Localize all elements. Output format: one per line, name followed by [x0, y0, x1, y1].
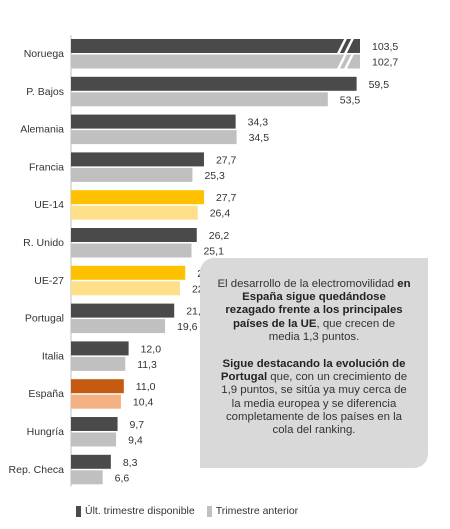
value-label-previous: 25,3 [204, 170, 225, 182]
bar-previous [71, 432, 117, 447]
legend-item-previous: Trimestre anterior [206, 505, 299, 517]
value-label-current: 103,5 [372, 41, 398, 53]
bar-previous [71, 356, 126, 371]
bar-previous [71, 54, 360, 69]
bar-current [71, 39, 360, 53]
category-label: UE-14 [34, 199, 64, 211]
bar-previous [71, 243, 192, 258]
value-label-previous: 11,3 [137, 359, 157, 371]
legend-item-current: Últ. trimestre disponible [76, 505, 195, 517]
value-label-current: 34,3 [248, 117, 269, 129]
legend-label-current: Últ. trimestre disponible [85, 505, 195, 517]
value-label-previous: 26,4 [210, 208, 231, 220]
bar-current [71, 341, 129, 356]
axis-break-mark [336, 37, 348, 55]
category-label: Alemania [20, 124, 64, 136]
value-label-previous: 19,6 [177, 321, 198, 333]
chart-legend: Últ. trimestre disponible Trimestre ante… [76, 503, 310, 519]
category-label: Francia [29, 161, 64, 173]
axis-break-mark [343, 52, 355, 71]
value-label-current: 8,3 [123, 457, 138, 469]
bar-current [71, 379, 124, 394]
value-label-previous: 9,4 [128, 435, 143, 447]
value-label-previous: 53,5 [340, 94, 361, 106]
value-label-previous: 34,5 [249, 132, 270, 144]
category-label: P. Bajos [26, 86, 64, 98]
bar-current [71, 228, 197, 242]
bar-previous [71, 281, 180, 296]
bar-current [71, 190, 204, 205]
commentary-paragraph-1: El desarrollo de la electromovilidad en … [217, 278, 411, 343]
legend-swatch-previous [206, 505, 212, 517]
bar-current [71, 152, 204, 167]
commentary-paragraph-2: Sigue destacando la evolución de Portuga… [220, 358, 408, 437]
bar-previous [71, 167, 193, 182]
category-label: Hungría [27, 426, 65, 438]
legend-swatch-current [76, 505, 81, 517]
value-label-current: 11,0 [136, 381, 156, 393]
category-label: Italia [42, 350, 64, 362]
category-label: UE-27 [34, 275, 64, 287]
bar-previous [71, 394, 121, 409]
bar-previous [71, 470, 103, 485]
category-label: España [28, 388, 64, 400]
bar-previous [71, 130, 237, 145]
bar-current [71, 76, 357, 91]
bar-current [71, 265, 186, 280]
bar-chart: Noruega 103,5 102,7 P. Bajos 59,5 53,5 Alemani… [9, 35, 398, 487]
commentary-box: El desarrollo de la electromovilidad en … [200, 258, 428, 468]
value-label-current: 12,0 [141, 343, 162, 355]
bar-previous [71, 319, 166, 334]
bar-current [71, 417, 118, 431]
value-label-previous: 6,6 [115, 472, 130, 484]
value-label-current: 27,7 [216, 192, 237, 204]
category-label: Rep. Checa [9, 464, 65, 476]
value-label-current: 59,5 [369, 79, 390, 91]
category-label: R. Unido [23, 237, 64, 249]
bar-current [71, 454, 111, 469]
value-label-current: 26,2 [209, 230, 230, 242]
value-label-previous: 10,4 [133, 397, 154, 409]
value-label-previous: 102,7 [372, 57, 398, 69]
legend-label-previous: Trimestre anterior [215, 505, 299, 517]
axis-break-mark [343, 37, 355, 55]
value-label-current: 9,7 [130, 419, 145, 431]
value-label-current: 27,7 [216, 154, 237, 166]
axis-break-mark [336, 52, 348, 71]
category-label: Portugal [25, 313, 64, 325]
bar-current [71, 114, 236, 129]
bar-previous [71, 205, 198, 220]
category-label: Noruega [24, 48, 64, 60]
bar-current [71, 303, 175, 318]
value-label-previous: 25,1 [203, 246, 224, 258]
bar-previous [71, 92, 328, 107]
